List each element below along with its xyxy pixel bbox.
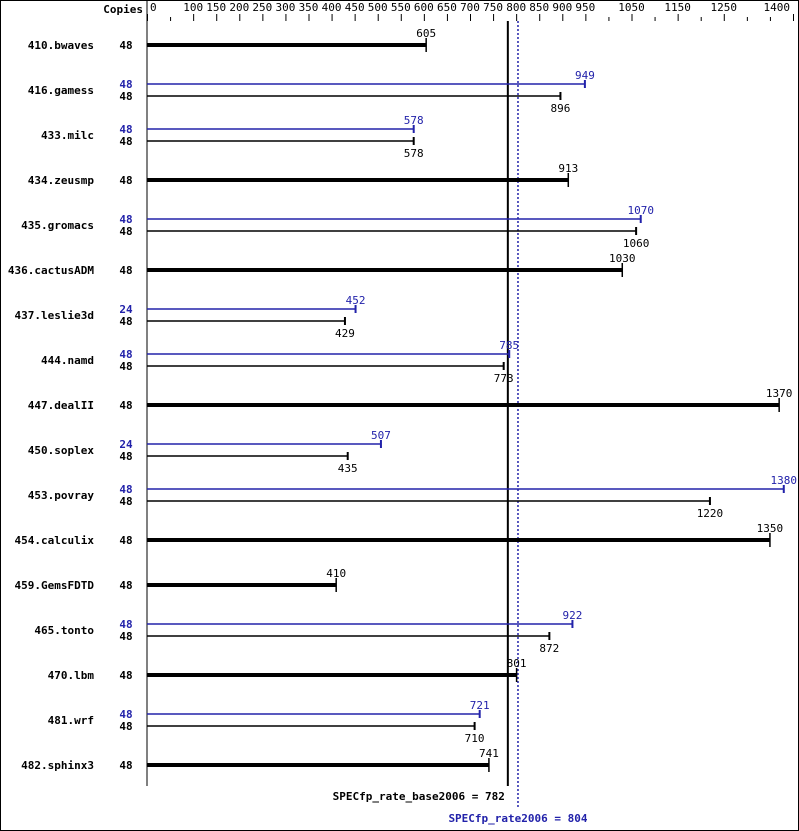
base-value-label: 872 xyxy=(539,642,559,655)
base-value-label: 605 xyxy=(416,27,436,40)
base-value-label: 578 xyxy=(404,147,424,160)
benchmark-name: 465.tonto xyxy=(34,624,94,637)
base-copies: 48 xyxy=(119,39,132,52)
base-copies: 48 xyxy=(119,669,132,682)
base-copies: 48 xyxy=(119,135,132,148)
base-mean-label: SPECfp_rate_base2006 = 782 xyxy=(333,790,505,803)
x-tick-label: 500 xyxy=(368,1,388,14)
benchmark-name: 470.lbm xyxy=(48,669,95,682)
base-value-label: 435 xyxy=(338,462,358,475)
peak-copies: 48 xyxy=(119,213,132,226)
x-tick-label: 150 xyxy=(206,1,226,14)
peak-copies: 48 xyxy=(119,708,132,721)
base-value-label: 801 xyxy=(507,657,527,670)
peak-copies: 48 xyxy=(119,618,132,631)
base-copies: 48 xyxy=(119,495,132,508)
peak-copies: 48 xyxy=(119,348,132,361)
benchmark-name: 433.milc xyxy=(41,129,94,142)
benchmark-name: 447.dealII xyxy=(28,399,94,412)
x-tick-label: 0 xyxy=(150,1,157,14)
benchmark-name: 453.povray xyxy=(28,489,95,502)
peak-value-label: 922 xyxy=(562,609,582,622)
peak-value-label: 949 xyxy=(575,69,595,82)
base-copies: 48 xyxy=(119,174,132,187)
peak-copies: 24 xyxy=(119,303,133,316)
base-copies: 48 xyxy=(119,759,132,772)
x-tick-label: 400 xyxy=(322,1,342,14)
peak-value-label: 507 xyxy=(371,429,391,442)
x-tick-label: 1400 xyxy=(764,1,791,14)
x-tick-label: 250 xyxy=(252,1,272,14)
x-tick-label: 950 xyxy=(575,1,595,14)
x-tick-label: 800 xyxy=(506,1,526,14)
x-tick-label: 750 xyxy=(483,1,503,14)
peak-value-label: 452 xyxy=(346,294,366,307)
benchmark-name: 437.leslie3d xyxy=(15,309,94,322)
benchmark-name: 434.zeusmp xyxy=(28,174,95,187)
x-tick-label: 900 xyxy=(552,1,572,14)
peak-copies: 48 xyxy=(119,78,132,91)
x-tick-label: 450 xyxy=(345,1,365,14)
base-value-label: 1220 xyxy=(697,507,724,520)
base-copies: 48 xyxy=(119,579,132,592)
benchmark-name: 416.gamess xyxy=(28,84,94,97)
base-value-label: 741 xyxy=(479,747,499,760)
benchmark-name: 459.GemsFDTD xyxy=(15,579,95,592)
peak-mean-label: SPECfp_rate2006 = 804 xyxy=(448,812,587,825)
peak-value-label: 578 xyxy=(404,114,424,127)
benchmark-name: 450.soplex xyxy=(28,444,95,457)
benchmark-name: 435.gromacs xyxy=(21,219,94,232)
x-tick-label: 1250 xyxy=(711,1,738,14)
peak-copies: 48 xyxy=(119,123,132,136)
base-value-label: 773 xyxy=(494,372,514,385)
base-copies: 48 xyxy=(119,534,132,547)
base-value-label: 1030 xyxy=(609,252,636,265)
base-copies: 48 xyxy=(119,225,132,238)
base-copies: 48 xyxy=(119,90,132,103)
base-value-label: 1350 xyxy=(757,522,784,535)
base-value-label: 1370 xyxy=(766,387,793,400)
base-copies: 48 xyxy=(119,399,132,412)
benchmark-name: 481.wrf xyxy=(48,714,94,727)
benchmark-name: 436.cactusADM xyxy=(8,264,94,277)
benchmark-name: 410.bwaves xyxy=(28,39,94,52)
x-tick-label: 350 xyxy=(299,1,319,14)
peak-copies: 48 xyxy=(119,483,132,496)
x-tick-label: 850 xyxy=(529,1,549,14)
base-value-label: 913 xyxy=(558,162,578,175)
x-tick-label: 1150 xyxy=(664,1,691,14)
peak-value-label: 1380 xyxy=(771,474,798,487)
base-copies: 48 xyxy=(119,630,132,643)
base-copies: 48 xyxy=(119,360,132,373)
base-value-label: 896 xyxy=(551,102,571,115)
x-tick-label: 700 xyxy=(460,1,480,14)
base-copies: 48 xyxy=(119,264,132,277)
peak-value-label: 721 xyxy=(470,699,490,712)
x-tick-label: 600 xyxy=(414,1,434,14)
peak-copies: 24 xyxy=(119,438,133,451)
base-value-label: 410 xyxy=(326,567,346,580)
x-tick-label: 550 xyxy=(391,1,411,14)
x-tick-label: 1050 xyxy=(618,1,645,14)
x-tick-label: 300 xyxy=(275,1,295,14)
base-value-label: 710 xyxy=(465,732,485,745)
benchmark-name: 454.calculix xyxy=(15,534,95,547)
benchmark-name: 444.namd xyxy=(41,354,94,367)
base-value-label: 429 xyxy=(335,327,355,340)
copies-header: Copies xyxy=(103,3,143,16)
benchmark-name: 482.sphinx3 xyxy=(21,759,94,772)
x-tick-label: 650 xyxy=(437,1,457,14)
base-copies: 48 xyxy=(119,315,132,328)
base-copies: 48 xyxy=(119,720,132,733)
peak-value-label: 785 xyxy=(499,339,519,352)
base-value-label: 1060 xyxy=(623,237,650,250)
peak-value-label: 1070 xyxy=(627,204,654,217)
x-tick-label: 100 xyxy=(183,1,203,14)
x-tick-label: 200 xyxy=(229,1,249,14)
base-copies: 48 xyxy=(119,450,132,463)
